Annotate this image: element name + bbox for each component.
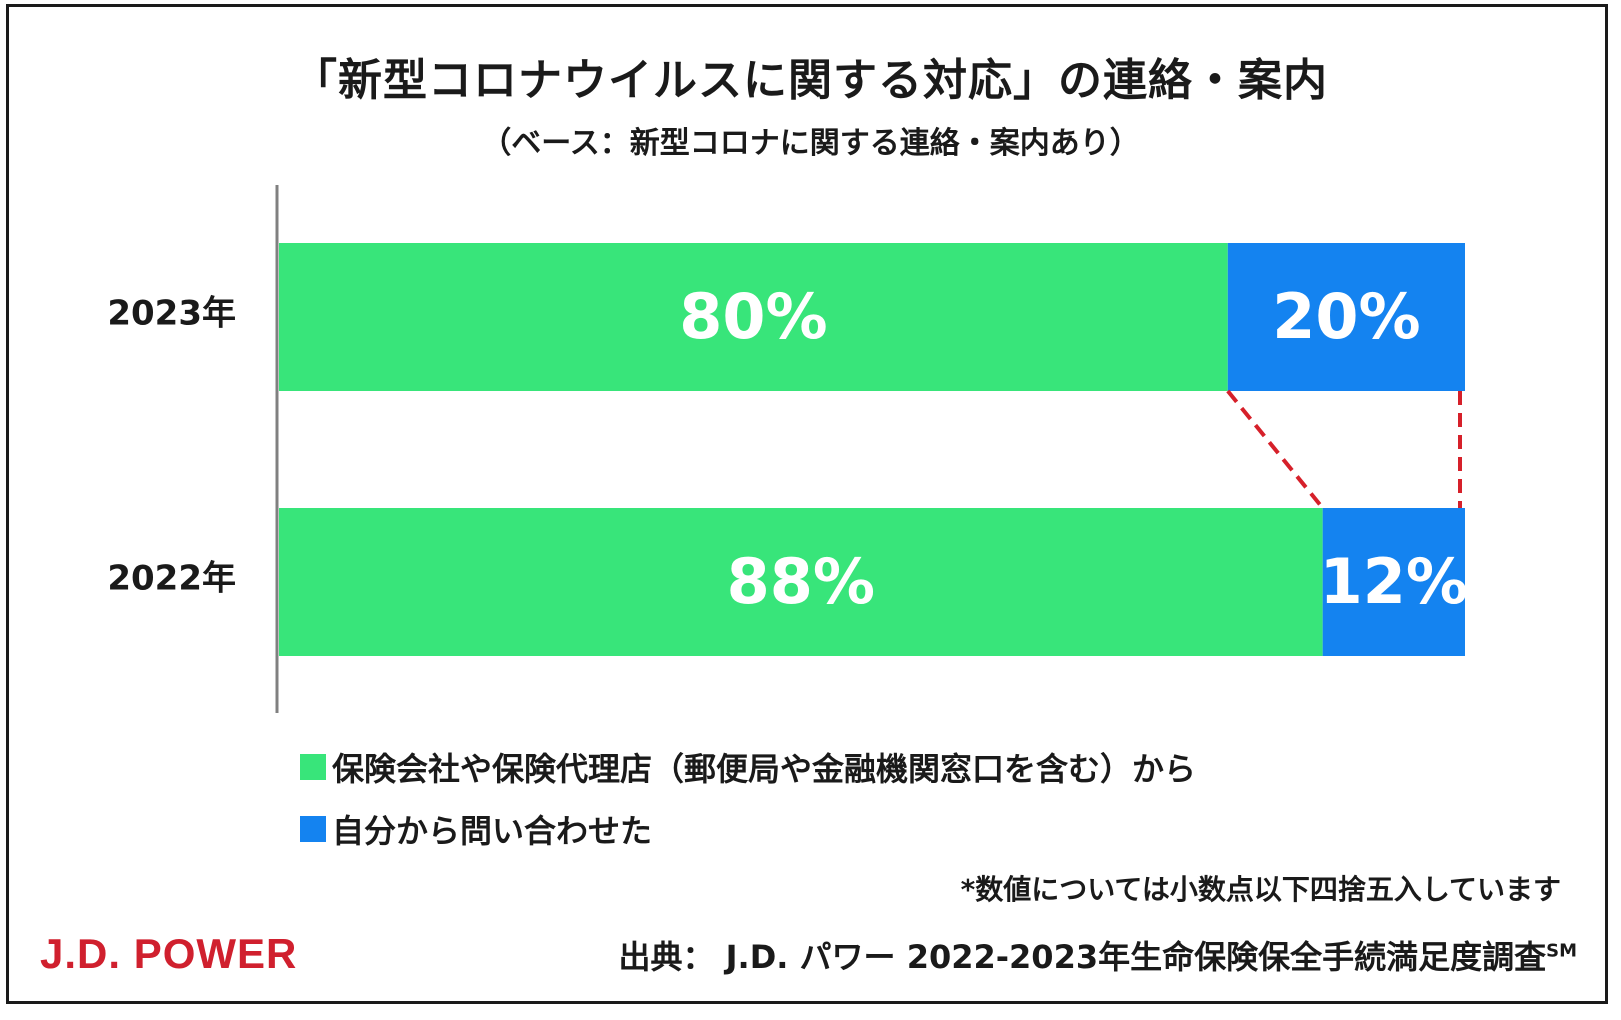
stacked-bar-chart: 2023年 2022年 80% 20% 88% 12% — [107, 185, 1468, 713]
connector-line-split — [1226, 389, 1325, 510]
jd-power-logo: J.D. POWER — [40, 930, 298, 977]
category-label-2022: 2022年 — [107, 559, 236, 599]
chart-title: 「新型コロナウイルスに関する対応」の連絡・案内 — [293, 55, 1328, 106]
legend-swatch-blue — [300, 816, 326, 842]
source-citation: 出典： J.D. パワー 2022-2023年生命保険保全手続満足度調査SM — [618, 932, 1577, 978]
bar-2022-agent-contact — [279, 508, 1323, 656]
data-label-2023-agent-contact: 80% — [679, 280, 827, 353]
legend-label-agent-contact: 保険会社や保険代理店（郵便局や金融機関窓口を含む）から — [332, 750, 1197, 788]
data-label-2022-agent-contact: 88% — [727, 545, 875, 618]
bar-2022-self-inquiry — [1322, 508, 1465, 656]
legend-label-self-inquiry: 自分から問い合わせた — [332, 812, 653, 850]
category-label-2023: 2023年 — [107, 294, 236, 334]
bar-2023-agent-contact — [279, 243, 1228, 391]
chart-subtitle: （ベース：新型コロナに関する連絡・案内あり） — [481, 126, 1140, 161]
rounding-note: *数値については小数点以下四捨五入しています — [960, 873, 1561, 906]
chart-frame — [6, 4, 1608, 1004]
source-text: 出典： J.D. パワー 2022-2023年生命保険保全手続満足度調査 — [618, 938, 1547, 976]
legend-item-self-inquiry: 自分から問い合わせた — [300, 806, 652, 852]
bar-2023-self-inquiry — [1227, 243, 1465, 391]
legend-swatch-green — [300, 754, 326, 780]
data-label-2022-self-inquiry: 12% — [1320, 545, 1468, 618]
service-mark: SM — [1546, 940, 1577, 962]
legend-item-agent-contact: 保険会社や保険代理店（郵便局や金融機関窓口を含む）から — [300, 744, 1196, 790]
data-label-2023-self-inquiry: 20% — [1272, 280, 1420, 353]
